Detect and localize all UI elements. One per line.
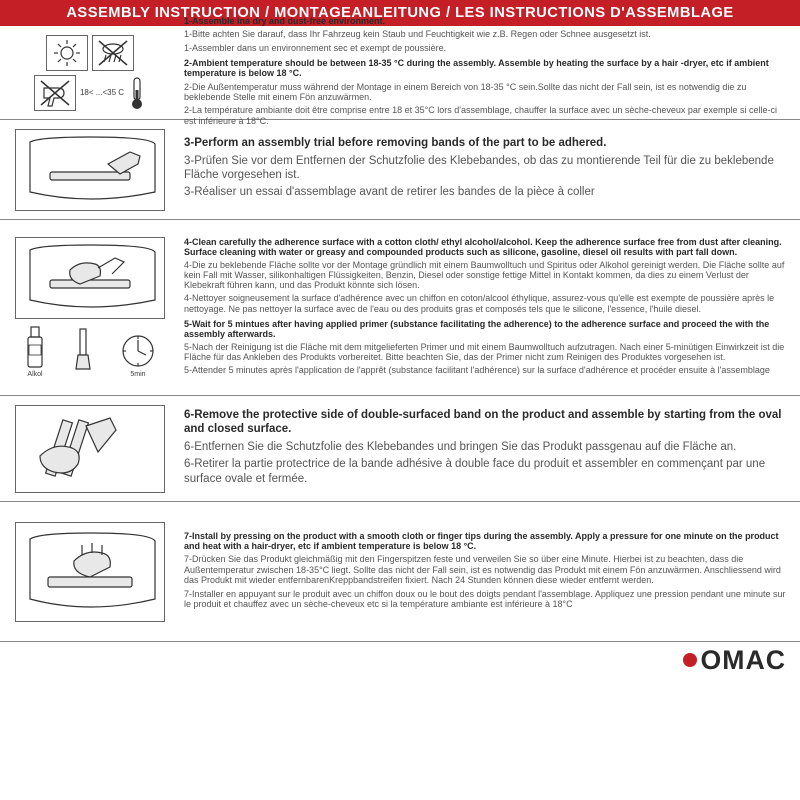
instruction-row-1: 18< ...<35 C 1-Assemble ina dry and dust… [0, 26, 800, 120]
brand-logo: OMAC [683, 645, 786, 676]
step5-de: 5-Nach der Reinigung ist die Fläche mit … [184, 342, 790, 362]
icon-alcohol-bottle: Alkol [22, 323, 48, 378]
step1-en: 1-Assemble ina dry and dust-free environ… [184, 16, 790, 26]
temp-range-label: 18< ...<35 C [80, 88, 124, 97]
step6-fr: 6-Retirer la partie protectrice de la ba… [184, 457, 790, 486]
step4-fr: 4-Nettoyer soigneusement la surface d'ad… [184, 293, 790, 313]
icon-press-install [15, 522, 165, 622]
step5-en: 5-Wait for 5 mintues after having applie… [184, 319, 790, 339]
icon-thermometer [128, 75, 146, 111]
illustration-col-4 [0, 396, 180, 501]
step3-en: 3-Perform an assembly trial before remov… [184, 136, 790, 150]
text-col-3: 4-Clean carefully the adherence surface … [180, 220, 800, 395]
logo-dot-icon [683, 653, 697, 667]
footer: OMAC [0, 642, 800, 676]
instruction-row-2: 3-Perform an assembly trial before remov… [0, 120, 800, 220]
icon-clean-surface [15, 237, 165, 319]
step2-en: 2-Ambient temperature should be between … [184, 58, 790, 79]
illustration-col-5 [0, 502, 180, 641]
text-col-2: 3-Perform an assembly trial before remov… [180, 120, 800, 219]
icon-brush [70, 325, 96, 378]
icon-trial-fit [15, 129, 165, 211]
step6-de: 6-Entfernen Sie die Schutzfolie des Kleb… [184, 440, 790, 454]
logo-text: OMAC [701, 645, 786, 676]
illustration-col-1: 18< ...<35 C [0, 26, 180, 119]
text-col-1: 1-Assemble ina dry and dust-free environ… [180, 26, 800, 119]
step7-fr: 7-Installer en appuyant sur le produit a… [184, 589, 790, 610]
instruction-row-5: 7-Install by pressing on the product wit… [0, 502, 800, 642]
step1-fr: 1-Assembler dans un environnement sec et… [184, 43, 790, 53]
step5-fr: 5-Attender 5 minutes après l'application… [184, 365, 790, 375]
text-col-5: 7-Install by pressing on the product wit… [180, 502, 800, 641]
step3-de: 3-Prüfen Sie vor dem Entfernen der Schut… [184, 154, 790, 183]
step4-en: 4-Clean carefully the adherence surface … [184, 237, 790, 257]
icon-sun [46, 35, 88, 71]
icon-clock-5min: 5min [118, 331, 158, 378]
instruction-row-4: 6-Remove the protective side of double-s… [0, 396, 800, 502]
step1-de: 1-Bitte achten Sie darauf, dass Ihr Fahr… [184, 29, 790, 39]
step4-de: 4-Die zu beklebende Fläche sollte vor de… [184, 260, 790, 290]
step7-en: 7-Install by pressing on the product wit… [184, 531, 790, 552]
icon-rain-crossed [92, 35, 134, 71]
instruction-row-3: Alkol 5min 4-Clean carefully the adheren… [0, 220, 800, 396]
icon-remove-tape [15, 405, 165, 493]
illustration-col-2 [0, 120, 180, 219]
icon-hairdryer-crossed [34, 75, 76, 111]
illustration-col-3: Alkol 5min [0, 220, 180, 395]
step7-de: 7-Drücken Sie das Produkt gleichmäßig mi… [184, 554, 790, 585]
text-col-4: 6-Remove the protective side of double-s… [180, 396, 800, 501]
step3-fr: 3-Réaliser un essai d'assemblage avant d… [184, 185, 790, 199]
step2-de: 2-Die Außentemperatur muss während der M… [184, 82, 790, 103]
step6-en: 6-Remove the protective side of double-s… [184, 408, 790, 437]
